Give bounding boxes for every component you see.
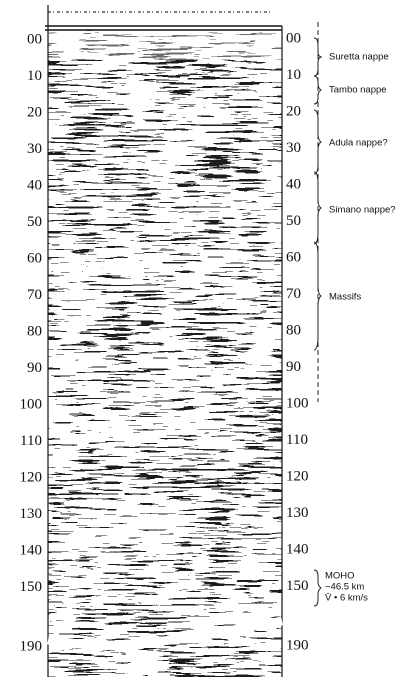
depth-label-left: 40 bbox=[27, 177, 42, 193]
depth-label-right: 140 bbox=[286, 541, 309, 557]
depth-label-right: 150 bbox=[286, 578, 309, 594]
depth-label-right: 110 bbox=[286, 432, 308, 448]
depth-label-right: 30 bbox=[286, 140, 301, 156]
depth-label-left: 90 bbox=[27, 360, 42, 376]
depth-label-right: 130 bbox=[286, 505, 309, 521]
brace bbox=[313, 569, 322, 607]
depth-label-right: 190 bbox=[286, 637, 309, 653]
depth-label-left: 120 bbox=[20, 469, 43, 485]
depth-label-left: 190 bbox=[20, 638, 43, 654]
moho-annotation: ~46.5 km bbox=[325, 582, 364, 593]
depth-label-left: 70 bbox=[27, 287, 42, 303]
depth-label-left: 60 bbox=[27, 250, 42, 266]
depth-label-left: 30 bbox=[27, 141, 42, 157]
depth-label-right: 70 bbox=[286, 286, 301, 302]
depth-label-right: 50 bbox=[286, 213, 301, 229]
moho-annotation: V̄ • 6 km/s bbox=[325, 593, 368, 604]
time-break bbox=[47, 616, 283, 650]
depth-label-right: 100 bbox=[286, 395, 309, 411]
upper-haze bbox=[48, 30, 282, 60]
depth-label-left: 10 bbox=[27, 68, 42, 84]
unit-annotation: Tambo nappe bbox=[329, 85, 387, 96]
depth-label-right: 10 bbox=[286, 67, 301, 83]
depth-label-left: 20 bbox=[27, 104, 42, 120]
depth-label-left: 110 bbox=[20, 433, 42, 449]
depth-label-right: 20 bbox=[286, 103, 301, 119]
unit-annotation: Massifs bbox=[329, 292, 361, 303]
depth-label-right: 40 bbox=[286, 176, 301, 192]
brace bbox=[313, 241, 322, 351]
depth-label-left: 150 bbox=[20, 579, 43, 595]
depth-label-left: 100 bbox=[20, 396, 43, 412]
depth-label-left: 80 bbox=[27, 323, 42, 339]
depth-label-right: 120 bbox=[286, 468, 309, 484]
depth-label-left: 50 bbox=[27, 214, 42, 230]
depth-label-left: 140 bbox=[20, 542, 43, 558]
unit-annotation: Adula nappe? bbox=[329, 138, 388, 149]
depth-label-left: 00 bbox=[27, 31, 42, 47]
depth-label-right: 60 bbox=[286, 249, 301, 265]
seismic-texture bbox=[48, 30, 282, 677]
brace bbox=[313, 75, 322, 105]
depth-label-right: 80 bbox=[286, 322, 301, 338]
brace bbox=[313, 109, 322, 175]
unit-annotation: Suretta nappe bbox=[329, 52, 389, 63]
depth-label-left: 130 bbox=[20, 506, 43, 522]
unit-annotation: Simano nappe? bbox=[329, 205, 396, 216]
depth-label-right: 90 bbox=[286, 359, 301, 375]
moho-annotation: MOHO bbox=[325, 571, 355, 582]
brace bbox=[313, 37, 323, 77]
depth-label-right: 00 bbox=[286, 30, 301, 46]
brace bbox=[313, 171, 322, 245]
